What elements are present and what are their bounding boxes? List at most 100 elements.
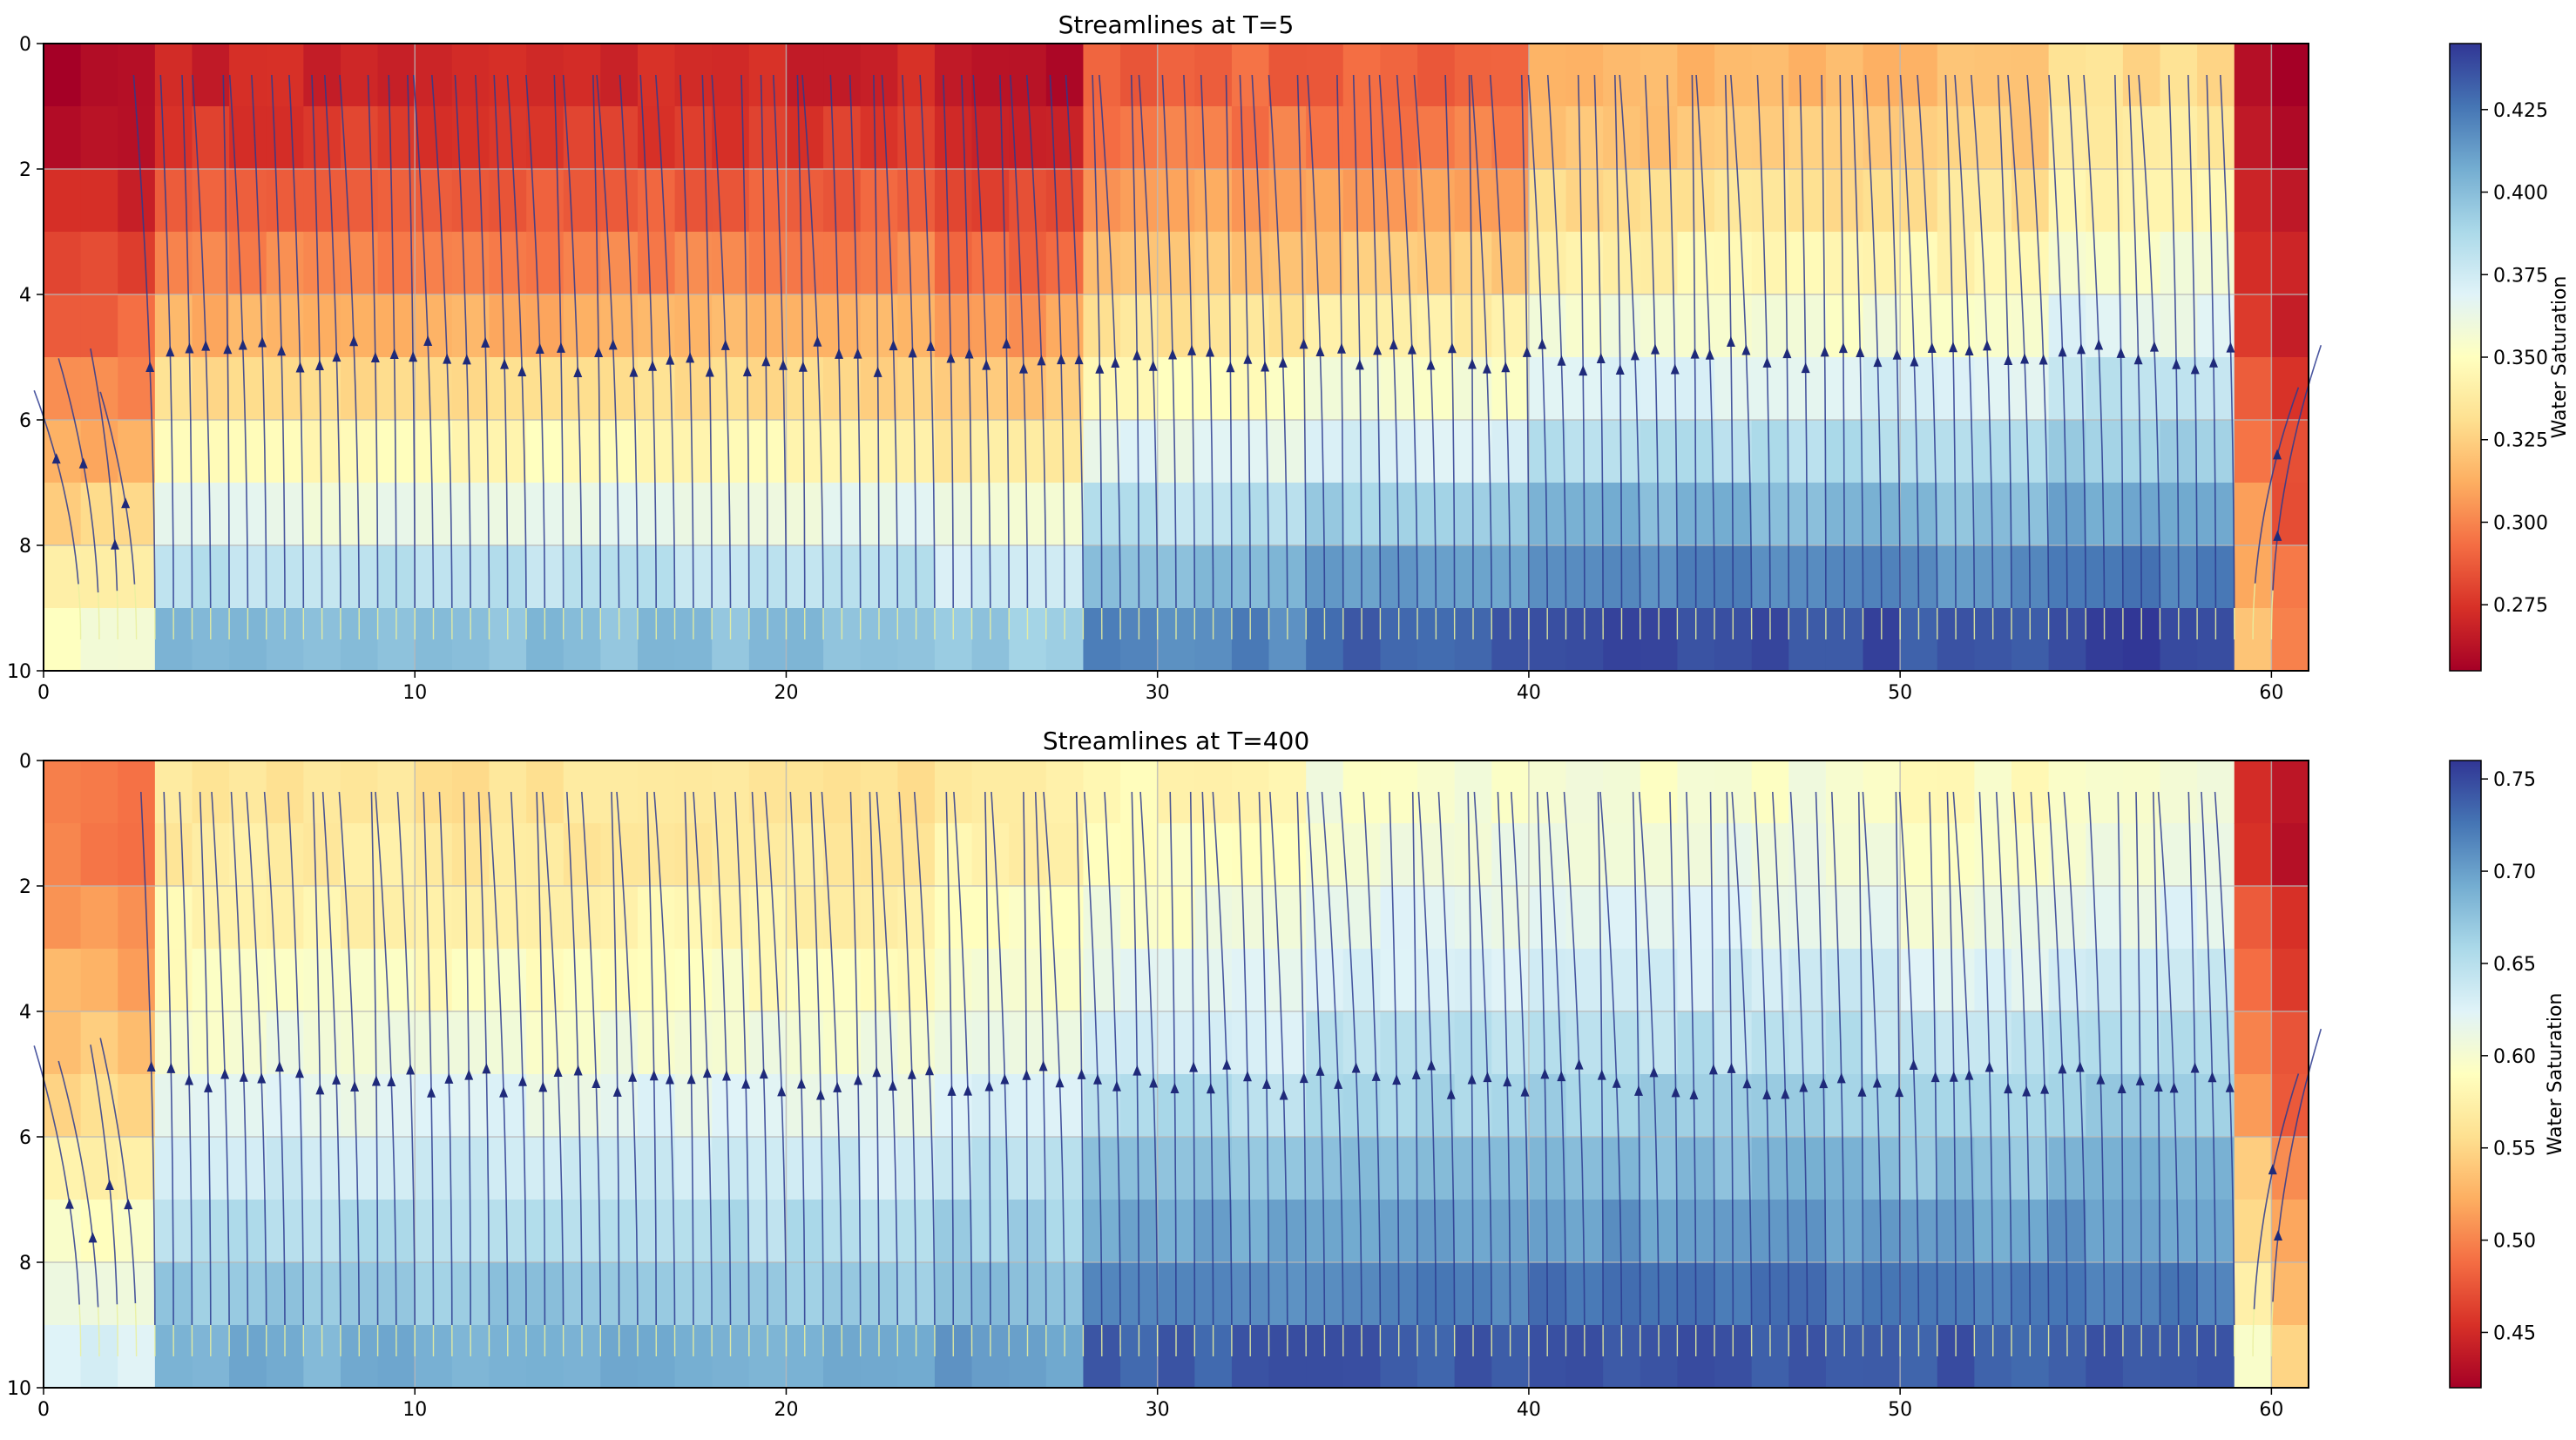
heatmap-cell <box>1937 357 1975 421</box>
streamline-arrow <box>1799 1081 1809 1092</box>
streamline-arrow <box>1351 1062 1361 1073</box>
streamline-arrow <box>1964 1069 1974 1080</box>
streamline <box>734 791 750 1326</box>
heatmap-cell <box>934 949 973 1012</box>
heatmap-cell <box>1751 420 1789 483</box>
heatmap-cell <box>1863 823 1901 887</box>
y-tick-label: 6 <box>19 1127 31 1149</box>
heatmap-cell <box>1009 169 1047 233</box>
heatmap-cell <box>1342 1137 1382 1200</box>
heatmap-cell <box>377 420 416 483</box>
streamline-arrow <box>907 1068 916 1079</box>
heatmap-cell <box>340 1074 379 1138</box>
streamline-arrow <box>2190 1062 2200 1073</box>
streamline-arrow <box>2133 354 2143 365</box>
streamline-arrow <box>2208 1072 2217 1083</box>
streamline-arrow <box>1856 347 1865 358</box>
heatmap-cell <box>303 420 341 483</box>
heatmap-cell <box>192 232 230 295</box>
heatmap-cell <box>303 169 341 233</box>
streamline <box>1851 74 1864 609</box>
heatmap-cell <box>1937 761 1975 824</box>
heatmap-cell <box>2271 1074 2309 1138</box>
streamline <box>1952 791 1976 1326</box>
y-tick-label: 0 <box>19 751 31 773</box>
streamline <box>1691 74 1697 608</box>
heatmap-cell <box>192 294 230 358</box>
heatmap-cell <box>229 1074 267 1138</box>
heatmap-cell <box>1565 106 1604 170</box>
heatmap-cell <box>229 949 267 1012</box>
heatmap-cell <box>1194 420 1233 483</box>
streamline <box>1130 74 1140 609</box>
streamline-arrow <box>1708 1064 1718 1075</box>
heatmap-cell <box>637 232 676 295</box>
streamline-arrow <box>612 1085 622 1097</box>
heatmap-cell <box>563 420 601 483</box>
streamline <box>646 791 658 1326</box>
heatmap-cell <box>1157 886 1195 950</box>
heatmap-cell <box>2086 886 2124 950</box>
streamline <box>1369 74 1382 609</box>
heatmap-cell <box>1268 357 1307 421</box>
heatmap-cell <box>1194 949 1233 1012</box>
streamline <box>1669 791 1679 1326</box>
heatmap-cell <box>44 1137 82 1200</box>
heatmap-cell <box>1306 294 1344 358</box>
heatmap-cell <box>1157 761 1195 824</box>
streamline <box>2220 74 2235 609</box>
heatmap-cell <box>1603 420 1641 483</box>
streamline-arrow <box>482 1063 491 1074</box>
heatmap-cell <box>2122 232 2161 295</box>
heatmap-cell <box>1603 1137 1641 1200</box>
heatmap-cell <box>118 1262 156 1326</box>
heatmap-cell <box>1342 106 1382 170</box>
heatmap-cell <box>451 1074 490 1138</box>
heatmap-cell <box>748 886 788 950</box>
heatmap-cell <box>1009 483 1047 546</box>
streamline <box>1075 791 1085 1326</box>
heatmap-cell <box>1417 420 1456 483</box>
heatmap-cell <box>229 44 267 107</box>
heatmap-cell <box>934 1137 973 1200</box>
heatmap-cell <box>526 1137 565 1200</box>
streamline <box>2067 74 2086 609</box>
streamline <box>1789 791 1809 1326</box>
heatmap-cell <box>1863 44 1901 107</box>
streamline <box>1139 791 1159 1326</box>
streamline-arrow <box>409 351 418 362</box>
heatmap-cell <box>229 420 267 483</box>
streamline-arrow <box>796 1078 806 1089</box>
streamline-arrow <box>239 1071 248 1082</box>
streamline <box>1025 74 1047 609</box>
heatmap-cell <box>2160 761 2198 824</box>
heatmap-cell <box>1417 761 1456 824</box>
streamline-arrow <box>427 1086 436 1098</box>
heatmap-cell <box>377 294 416 358</box>
y-axis: 0 2 4 6 8 10 <box>7 34 44 683</box>
streamlines <box>33 74 2322 640</box>
heatmap-cell <box>1565 294 1604 358</box>
streamline-arrow <box>1170 1083 1180 1094</box>
heatmap-cell <box>1417 106 1456 170</box>
streamline <box>1632 791 1641 1326</box>
heatmap-cell <box>489 420 527 483</box>
streamline-tail <box>78 584 82 640</box>
heatmap-cell <box>563 1137 601 1200</box>
panel-t400: Streamlines at T=400 0 10 20 30 40 50 60 0 2 4 6 8… <box>7 727 2566 1421</box>
heatmap-cell <box>1342 949 1382 1012</box>
heatmap-cell <box>2011 1200 2050 1263</box>
heatmap-cell <box>2197 1200 2235 1263</box>
streamline-arrow <box>1315 1065 1325 1076</box>
heatmap-cell <box>80 44 118 107</box>
heatmap-cell <box>1231 420 1270 483</box>
streamline-arrow <box>1649 1066 1659 1078</box>
streamline-arrow <box>1315 346 1325 357</box>
streamline-arrow <box>665 1073 674 1085</box>
heatmap-cell <box>1045 232 1085 295</box>
streamline-arrow <box>294 1067 304 1078</box>
streamline <box>1862 791 1883 1326</box>
streamline-arrow <box>350 1080 360 1092</box>
heatmap-cell <box>1268 483 1307 546</box>
streamline <box>1161 74 1177 609</box>
